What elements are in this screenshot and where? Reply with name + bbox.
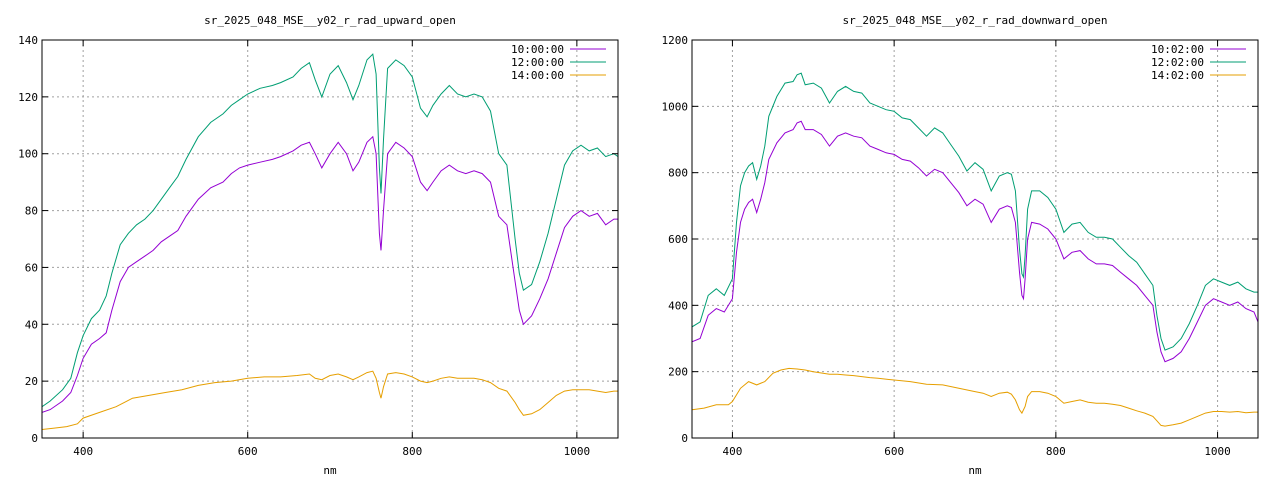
y-tick-label: 200 — [668, 366, 688, 379]
y-tick-label: 120 — [18, 91, 38, 104]
x-tick-label: 1000 — [564, 445, 591, 458]
y-tick-label: 1000 — [662, 100, 689, 113]
x-tick-label: 800 — [1046, 445, 1066, 458]
legend-label: 12:00:00 — [511, 56, 564, 69]
series-line-0 — [42, 135, 618, 413]
x-tick-label: 600 — [884, 445, 904, 458]
plot-frame — [41, 39, 619, 439]
legend-label: 12:02:00 — [1151, 56, 1204, 69]
y-tick-label: 1200 — [662, 34, 689, 47]
y-tick-label: 20 — [25, 375, 38, 388]
series-line-1 — [692, 72, 1258, 351]
series-line-1 — [42, 53, 618, 408]
legend-label: 10:00:00 — [511, 43, 564, 56]
x-tick-label: 800 — [402, 445, 422, 458]
series-line-2 — [42, 370, 618, 430]
y-tick-label: 0 — [681, 432, 688, 445]
y-tick-label: 140 — [18, 34, 38, 47]
y-tick-label: 0 — [31, 432, 38, 445]
series-line-2 — [692, 367, 1258, 427]
y-tick-label: 400 — [668, 299, 688, 312]
x-axis-label: nm — [323, 464, 337, 477]
chart-title: sr_2025_048_MSE__y02_r_rad_upward_open — [204, 14, 456, 27]
x-tick-label: 1000 — [1204, 445, 1231, 458]
chart-title: sr_2025_048_MSE__y02_r_rad_downward_open — [843, 14, 1108, 27]
y-tick-label: 80 — [25, 205, 38, 218]
y-tick-label: 100 — [18, 148, 38, 161]
y-tick-label: 800 — [668, 167, 688, 180]
series-line-0 — [692, 120, 1258, 363]
upward-radiance-chart: sr_2025_048_MSE__y02_r_rad_upward_open 40… — [18, 14, 619, 477]
x-axis-label: nm — [968, 464, 982, 477]
y-tick-label: 600 — [668, 233, 688, 246]
y-tick-label: 60 — [25, 261, 38, 274]
x-tick-label: 400 — [73, 445, 93, 458]
legend-label: 10:02:00 — [1151, 43, 1204, 56]
x-tick-label: 600 — [238, 445, 258, 458]
legend-label: 14:02:00 — [1151, 69, 1204, 82]
downward-radiance-chart: sr_2025_048_MSE__y02_r_rad_downward_open… — [662, 14, 1259, 477]
x-tick-label: 400 — [722, 445, 742, 458]
y-tick-label: 40 — [25, 318, 38, 331]
legend-label: 14:00:00 — [511, 69, 564, 82]
